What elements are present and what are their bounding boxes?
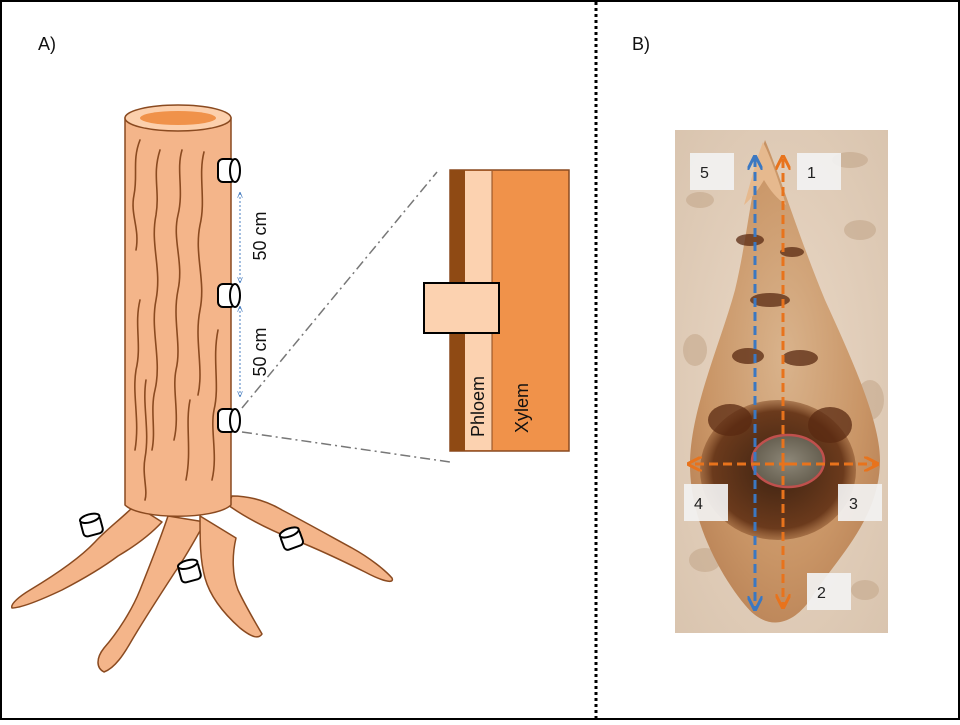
phloem-label: Phloem [468, 376, 488, 437]
svg-text:4: 4 [694, 496, 703, 513]
sample-cylinder-icon [217, 158, 241, 183]
direction-label-5: 5 [690, 153, 734, 190]
trunk [124, 117, 232, 517]
cross-section-inset: Phloem Xylem [423, 169, 570, 452]
direction-label-1: 1 [797, 153, 841, 190]
panel-b-label: B) [632, 34, 650, 54]
sample-cylinder-icon [78, 512, 104, 538]
panel-a: A) [11, 34, 570, 673]
svg-text:3: 3 [849, 496, 858, 513]
root-front [97, 515, 206, 673]
spacing-label-lower: 50 cm [250, 327, 270, 376]
svg-text:5: 5 [700, 165, 709, 182]
bark-texture [132, 139, 219, 501]
root-right [227, 495, 394, 583]
sample-cylinder-icon [278, 526, 305, 551]
sample-plug [423, 282, 500, 334]
zoom-line-bottom [241, 431, 451, 463]
svg-text:2: 2 [817, 585, 826, 602]
trunk-core [140, 111, 216, 125]
spacing-label-upper: 50 cm [250, 211, 270, 260]
xylem-label: Xylem [512, 383, 532, 433]
sample-cylinder-icon [217, 283, 241, 308]
zoom-line-top [241, 171, 438, 409]
sample-cylinder-icon [176, 558, 202, 584]
direction-label-2: 2 [807, 573, 851, 610]
roots [11, 495, 394, 673]
root-left [11, 504, 163, 609]
panel-b: B) [632, 34, 888, 633]
direction-label-4: 4 [684, 484, 728, 521]
direction-label-3: 3 [838, 484, 882, 521]
root-middle [199, 515, 263, 638]
panel-a-label: A) [38, 34, 56, 54]
root-core [750, 433, 826, 489]
svg-text:1: 1 [807, 165, 816, 182]
sample-cylinder-icon [217, 408, 241, 433]
